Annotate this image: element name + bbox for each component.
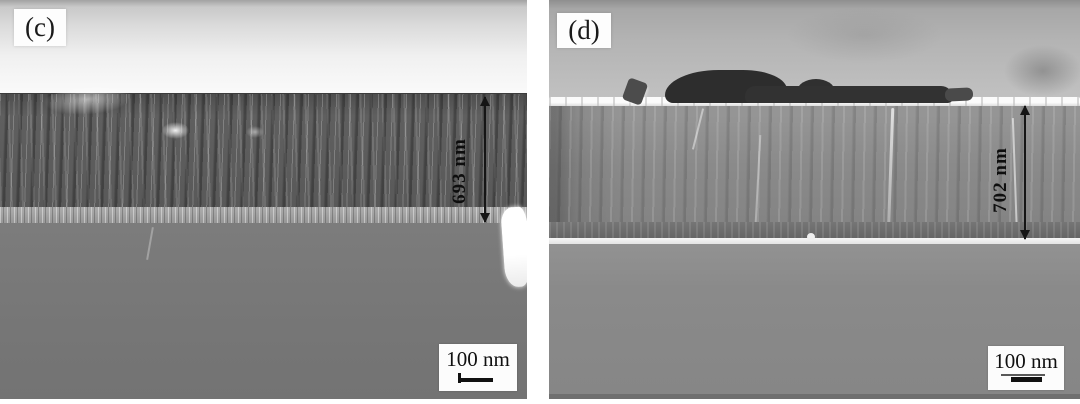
thickness-label: 702 nm: [990, 147, 1011, 213]
background-smudge: [787, 8, 942, 63]
scalebar-underline: [1001, 374, 1045, 376]
interface-bright-line: [549, 238, 1080, 244]
panel-label: (c): [14, 9, 66, 46]
interface-particle: [807, 233, 815, 241]
scalebar: 100 nm: [988, 346, 1064, 390]
arrowhead-down-icon: [480, 213, 490, 223]
arrowhead-down-icon: [1020, 230, 1030, 240]
image-bottom-edge: [549, 394, 1080, 399]
sem-panel-d: 702 nm (d) 100 nm: [549, 0, 1080, 399]
scalebar-line: [460, 378, 493, 382]
scalebar-label: 100 nm: [994, 349, 1058, 373]
thickness-arrow: [1020, 105, 1030, 240]
thickness-label: 693 nm: [449, 138, 470, 204]
scalebar-line: [1011, 377, 1042, 382]
scalebar: 100 nm: [439, 344, 517, 391]
background-smudge: [1004, 45, 1080, 97]
film-bottom-band: [549, 222, 1080, 238]
panel-label: (d): [557, 13, 611, 48]
scalebar-label: 100 nm: [446, 347, 510, 371]
thickness-arrow: [480, 96, 490, 223]
surface-debris-fragment: [944, 87, 974, 102]
scalebar-tick: [458, 373, 461, 383]
vacuum-background: [0, 0, 527, 94]
film-bright-spot: [246, 126, 264, 138]
arrowhead-up-icon: [480, 96, 490, 106]
interface-layer: [0, 207, 527, 223]
film-bright-spot: [162, 122, 189, 139]
surface-debris-strip: [745, 86, 953, 103]
sem-panel-c: 693 nm (c) 100 nm: [0, 0, 527, 399]
arrowhead-up-icon: [1020, 105, 1030, 115]
film-layer: [549, 106, 1080, 222]
